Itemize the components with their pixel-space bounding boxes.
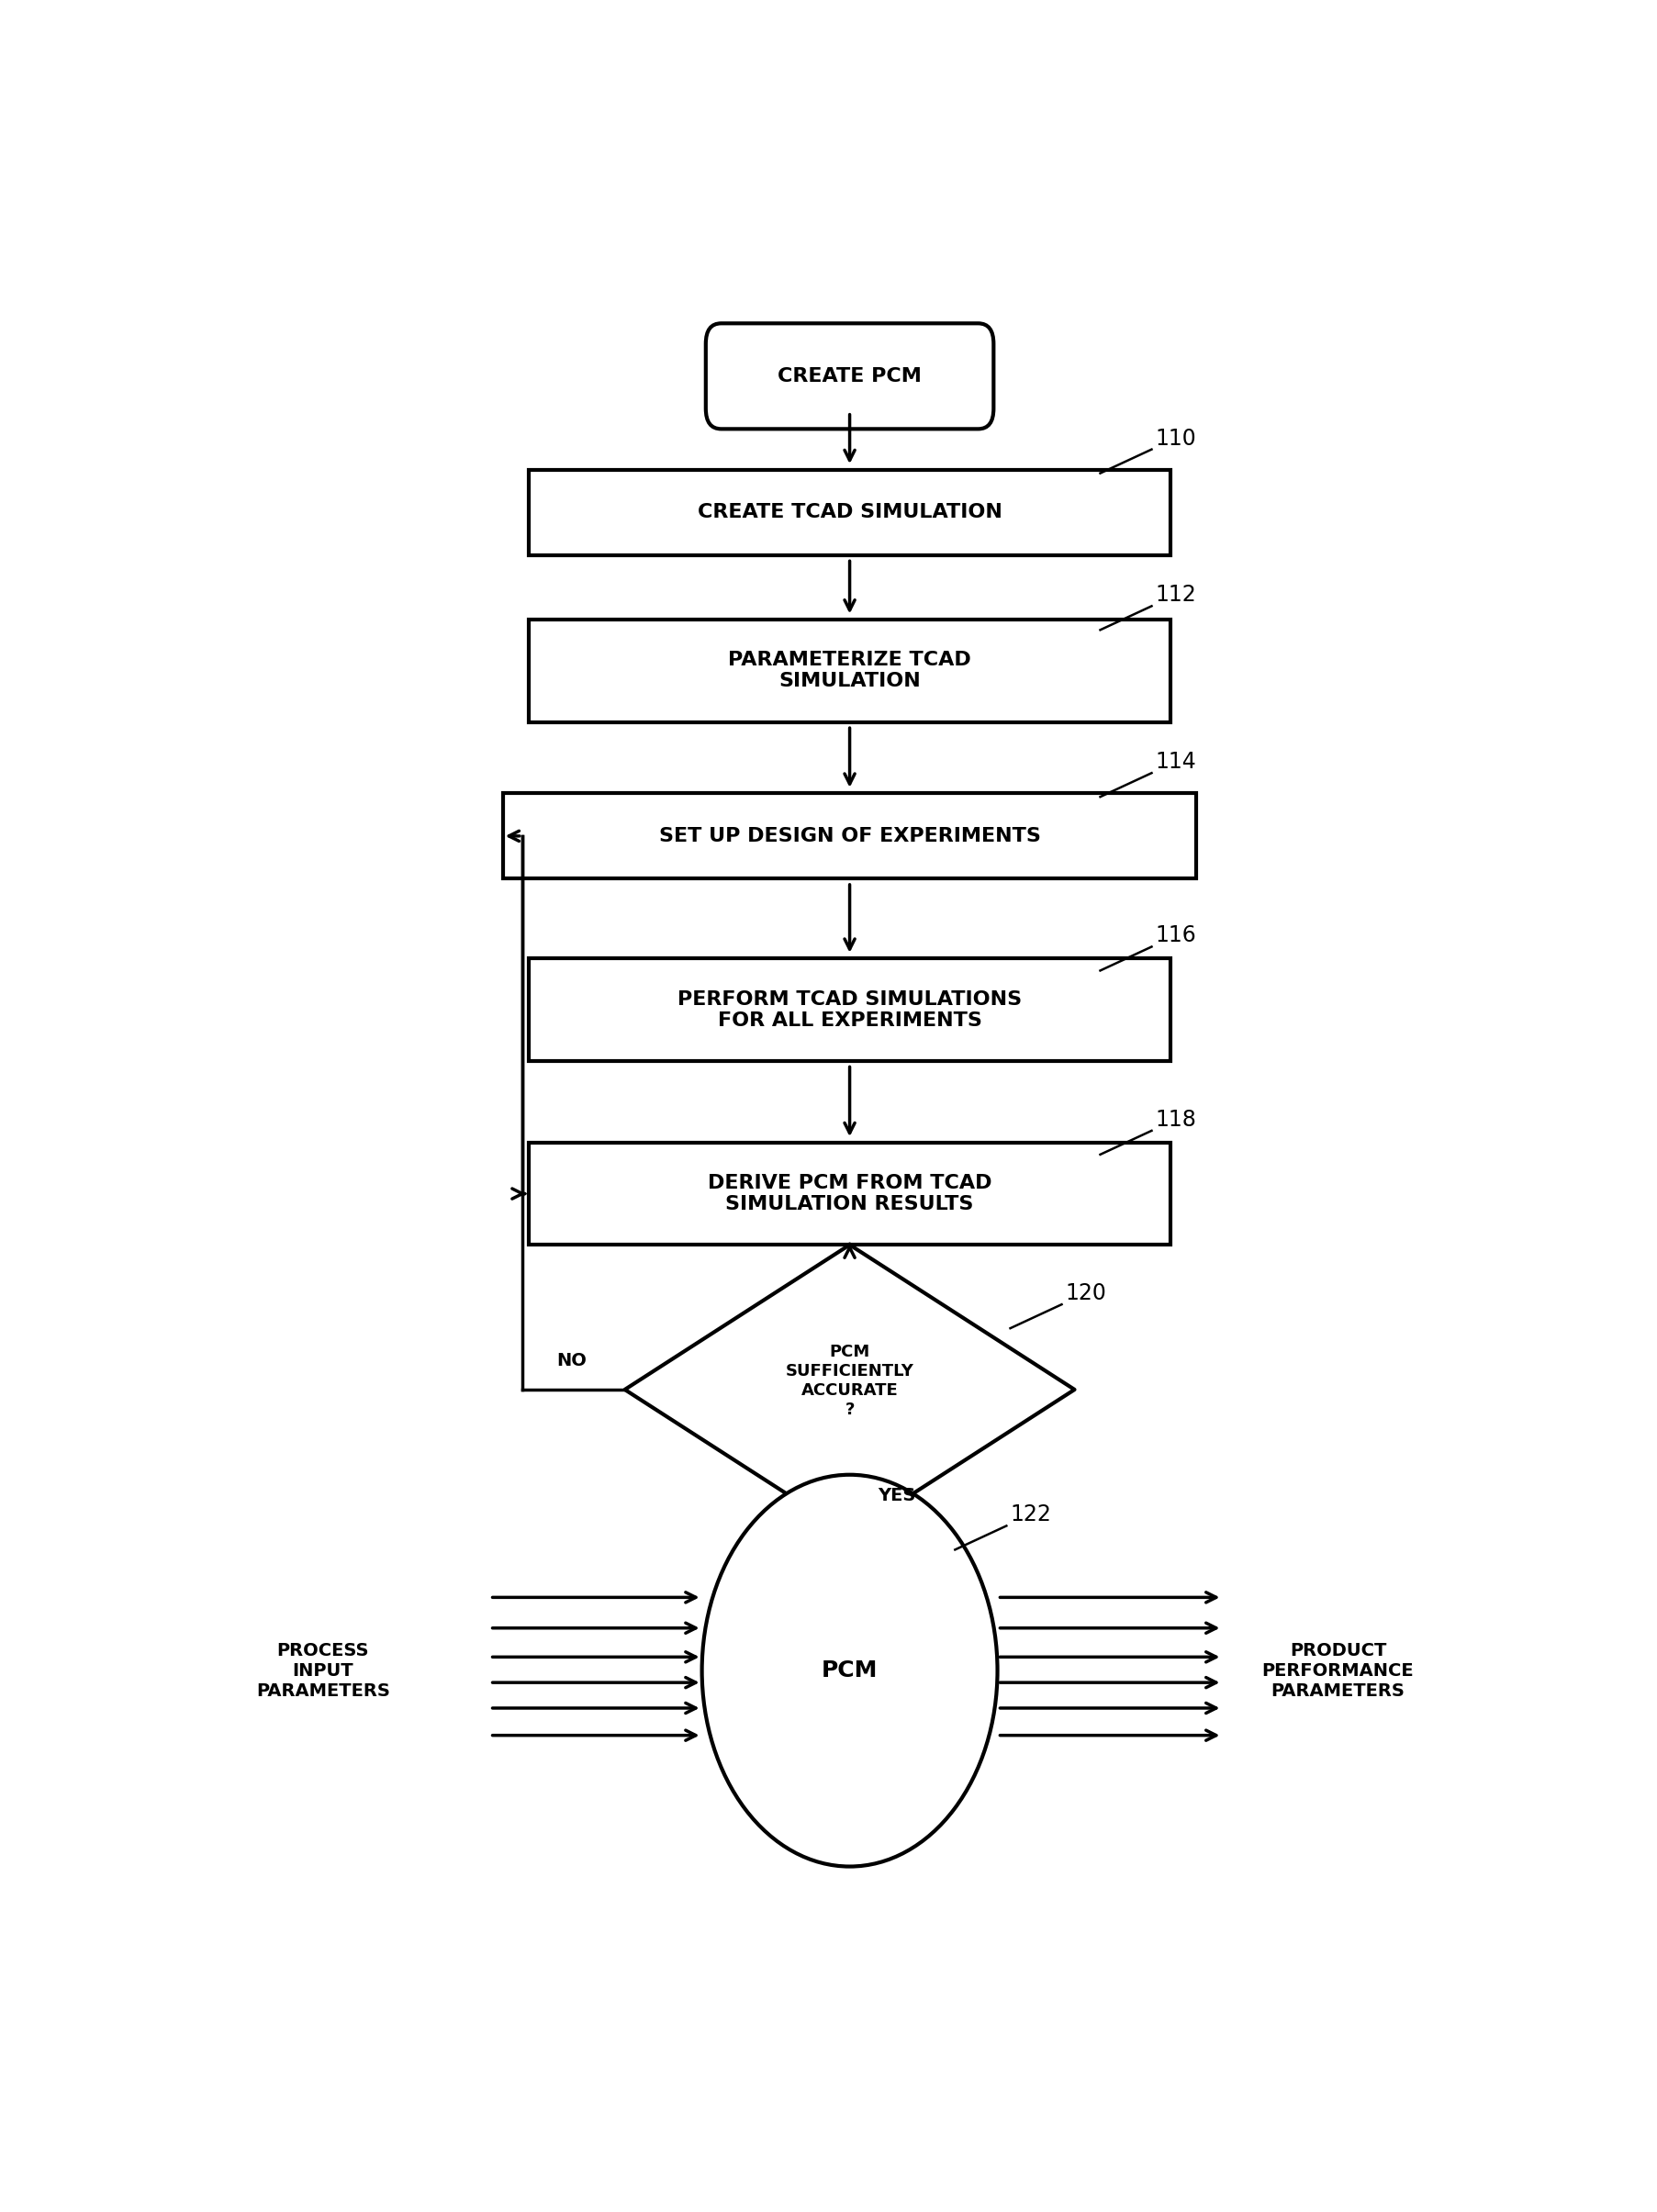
- Text: 116: 116: [1155, 925, 1196, 947]
- Text: PRODUCT
PERFORMANCE
PARAMETERS: PRODUCT PERFORMANCE PARAMETERS: [1261, 1641, 1413, 1699]
- FancyBboxPatch shape: [529, 958, 1170, 1062]
- Ellipse shape: [701, 1475, 998, 1867]
- Text: CREATE TCAD SIMULATION: CREATE TCAD SIMULATION: [698, 504, 1001, 522]
- Text: PARAMETERIZE TCAD
SIMULATION: PARAMETERIZE TCAD SIMULATION: [727, 650, 971, 690]
- Text: NO: NO: [555, 1352, 587, 1369]
- Text: DERIVE PCM FROM TCAD
SIMULATION RESULTS: DERIVE PCM FROM TCAD SIMULATION RESULTS: [708, 1175, 991, 1214]
- Text: PCM: PCM: [822, 1659, 877, 1681]
- FancyBboxPatch shape: [529, 1144, 1170, 1245]
- Text: 122: 122: [1009, 1504, 1051, 1526]
- FancyBboxPatch shape: [502, 794, 1196, 878]
- Text: PROCESS
INPUT
PARAMETERS: PROCESS INPUT PARAMETERS: [255, 1641, 389, 1699]
- Text: 114: 114: [1155, 752, 1196, 772]
- Text: PERFORM TCAD SIMULATIONS
FOR ALL EXPERIMENTS: PERFORM TCAD SIMULATIONS FOR ALL EXPERIM…: [678, 991, 1021, 1029]
- FancyBboxPatch shape: [529, 619, 1170, 721]
- Text: 110: 110: [1155, 427, 1196, 449]
- Polygon shape: [625, 1245, 1074, 1535]
- Text: 120: 120: [1065, 1283, 1107, 1305]
- Text: 112: 112: [1155, 584, 1196, 606]
- FancyBboxPatch shape: [706, 323, 993, 429]
- Text: CREATE PCM: CREATE PCM: [777, 367, 921, 385]
- Text: PCM
SUFFICIENTLY
ACCURATE
?: PCM SUFFICIENTLY ACCURATE ?: [785, 1345, 913, 1418]
- Text: 118: 118: [1155, 1108, 1196, 1130]
- Text: SET UP DESIGN OF EXPERIMENTS: SET UP DESIGN OF EXPERIMENTS: [658, 827, 1041, 845]
- Text: YES: YES: [878, 1486, 915, 1504]
- FancyBboxPatch shape: [529, 469, 1170, 555]
